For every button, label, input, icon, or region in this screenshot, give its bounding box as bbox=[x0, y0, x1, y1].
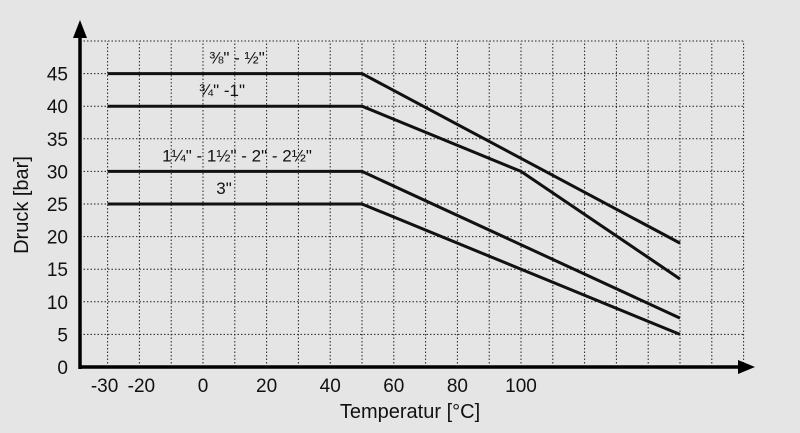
x-axis-arrow-icon bbox=[738, 360, 755, 374]
y-axis-label: Druck [bar] bbox=[11, 156, 33, 254]
x-tick-label: -30 bbox=[91, 376, 118, 397]
x-tick-label: 60 bbox=[383, 376, 404, 397]
y-axis-arrow-icon bbox=[73, 20, 87, 38]
grid bbox=[80, 40, 745, 367]
series-label: 1¼" - 1½" - 2" - 2½" bbox=[162, 146, 312, 165]
x-tick-label: 20 bbox=[256, 376, 277, 397]
axes bbox=[73, 20, 755, 374]
series-label: 3" bbox=[216, 179, 232, 198]
series-line bbox=[107, 169, 681, 320]
series-label: ⅜" - ½" bbox=[209, 49, 265, 68]
series-label: ¾" -1" bbox=[199, 81, 245, 100]
y-tick-label: 15 bbox=[47, 260, 68, 281]
y-tick-label: 20 bbox=[47, 228, 68, 249]
y-tick-label: 0 bbox=[57, 358, 68, 379]
series-line bbox=[107, 202, 681, 336]
x-tick-label: -20 bbox=[128, 376, 155, 397]
x-tick-label: 0 bbox=[198, 376, 209, 397]
x-tick-label: 40 bbox=[320, 376, 341, 397]
y-tick-label: 25 bbox=[47, 195, 68, 216]
y-tick-label: 35 bbox=[47, 130, 68, 151]
series-line bbox=[107, 104, 681, 281]
y-tick-label: 45 bbox=[47, 65, 68, 86]
y-tick-label: 40 bbox=[47, 97, 68, 118]
series-lines bbox=[107, 72, 681, 336]
x-tick-label: 80 bbox=[447, 376, 468, 397]
y-tick-label: 10 bbox=[47, 293, 68, 314]
y-tick-label: 5 bbox=[57, 325, 68, 346]
x-axis-label: Temperatur [°C] bbox=[340, 401, 480, 423]
x-tick-label: 100 bbox=[505, 376, 537, 397]
y-tick-label: 30 bbox=[47, 162, 68, 183]
series-line bbox=[107, 72, 681, 245]
